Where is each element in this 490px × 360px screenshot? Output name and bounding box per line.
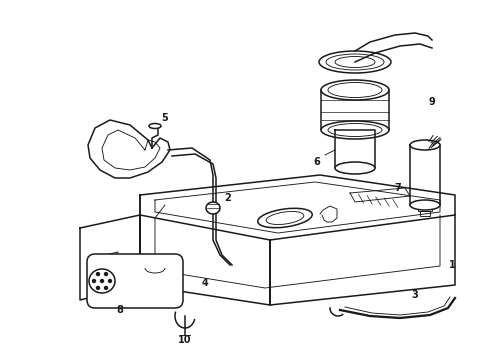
FancyBboxPatch shape [87,254,183,308]
Ellipse shape [321,121,389,139]
Circle shape [104,273,107,275]
Polygon shape [88,120,170,178]
Bar [418,203,432,211]
Text: 4: 4 [201,278,208,288]
Ellipse shape [319,51,391,73]
Text: 7: 7 [394,183,401,193]
Polygon shape [355,33,432,62]
Text: 1: 1 [449,260,455,270]
Ellipse shape [410,200,440,210]
Circle shape [93,279,96,283]
Ellipse shape [335,162,375,174]
Ellipse shape [410,140,440,150]
Text: 2: 2 [224,193,231,203]
Circle shape [108,279,112,283]
Bar [420,211,430,216]
Circle shape [97,273,99,275]
Ellipse shape [321,80,389,100]
Ellipse shape [89,269,115,293]
Ellipse shape [149,123,161,129]
Text: 9: 9 [429,97,436,107]
Text: 6: 6 [314,157,320,167]
Text: 3: 3 [412,290,418,300]
Circle shape [97,287,99,289]
Ellipse shape [206,202,220,214]
Circle shape [100,279,103,283]
Circle shape [104,287,107,289]
Text: 10: 10 [178,335,192,345]
Text: 5: 5 [162,113,169,123]
Text: 8: 8 [117,305,123,315]
